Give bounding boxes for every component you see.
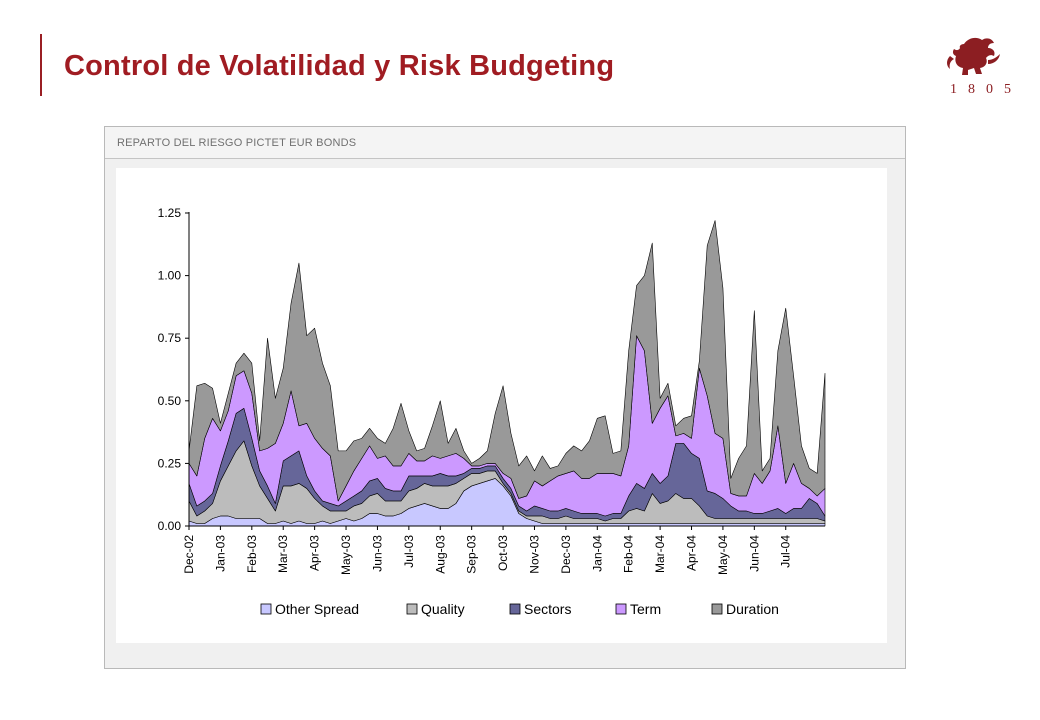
x-tick-label: Sep-03 xyxy=(465,535,479,574)
panel-title: REPARTO DEL RIESGO PICTET EUR BONDS xyxy=(117,137,357,149)
stacked-area-chart: 0.00 0.25 0.50 0.75 1.00 1.25 Dec-02 Jan-03 Feb-… xyxy=(158,206,826,617)
x-tick-label: Apr-03 xyxy=(308,535,322,571)
x-tick-label: Nov-03 xyxy=(527,535,541,574)
x-tick-label: Jun-04 xyxy=(747,535,761,572)
page-title: Control de Volatilidad y Risk Budgeting xyxy=(64,50,615,82)
x-tick-label: Apr-04 xyxy=(685,535,699,571)
legend-swatch-term xyxy=(615,603,627,615)
lion-crest-icon xyxy=(947,37,1000,75)
x-tick-label: Jul-03 xyxy=(402,535,416,568)
x-tick-label: Jun-03 xyxy=(370,535,384,572)
y-tick-label: 0.00 xyxy=(158,519,182,533)
x-tick-label: Feb-03 xyxy=(245,535,259,573)
x-tick-label: May-03 xyxy=(339,535,353,575)
y-tick-label: 0.50 xyxy=(158,394,182,408)
legend-swatch-sectors xyxy=(509,603,521,615)
legend-label-duration: Duration xyxy=(726,601,779,617)
x-tick-label: Jan-04 xyxy=(590,535,604,572)
x-tick-label: Mar-03 xyxy=(276,535,290,573)
legend-label-quality: Quality xyxy=(421,601,465,617)
legend-swatch-other-spread xyxy=(260,603,272,615)
legend-swatch-quality xyxy=(406,603,418,615)
brand-logo: 1805 xyxy=(944,34,1014,106)
x-tick-label: Jan-03 xyxy=(213,535,227,572)
chart-area: 0.00 0.25 0.50 0.75 1.00 1.25 Dec-02 Jan-03 Feb-… xyxy=(116,168,887,643)
legend-label-sectors: Sectors xyxy=(524,601,571,617)
title-accent-bar xyxy=(40,34,42,96)
y-tick-label: 1.00 xyxy=(158,269,182,283)
x-tick-label: Jul-04 xyxy=(779,535,793,568)
y-tick-label: 0.75 xyxy=(158,331,182,345)
x-tick-label: Dec-02 xyxy=(182,535,196,574)
y-tick-label: 1.25 xyxy=(158,206,182,220)
x-tick-label: Oct-03 xyxy=(496,535,510,571)
panel-header: REPARTO DEL RIESGO PICTET EUR BONDS xyxy=(105,127,905,159)
legend: Other Spread Quality Sectors Term Duration xyxy=(260,601,779,617)
legend-label-other-spread: Other Spread xyxy=(275,601,359,617)
area-duration xyxy=(188,220,826,502)
x-tick-label: Feb-04 xyxy=(622,535,636,573)
legend-swatch-duration xyxy=(711,603,723,615)
series-areas xyxy=(188,220,826,527)
x-tick-label: Mar-04 xyxy=(653,535,667,573)
x-tick-label: May-04 xyxy=(716,535,730,575)
logo-year-text: 1805 xyxy=(950,82,1022,97)
x-tick-label: Dec-03 xyxy=(559,535,573,574)
y-tick-label: 0.25 xyxy=(158,456,182,470)
x-tick-label: Aug-03 xyxy=(433,535,447,574)
legend-label-term: Term xyxy=(630,601,661,617)
